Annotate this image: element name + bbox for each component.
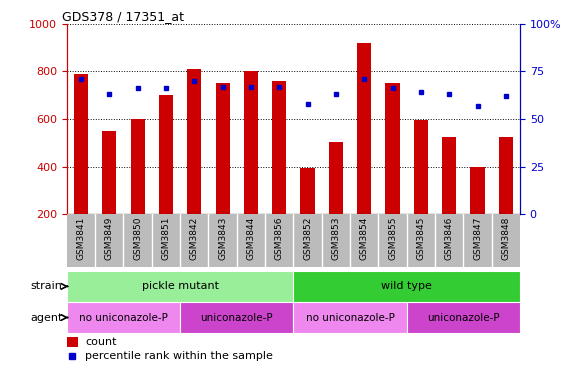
Bar <box>414 120 428 214</box>
Bar <box>67 302 180 333</box>
Bar <box>102 131 116 214</box>
Text: GSM3852: GSM3852 <box>303 217 312 260</box>
Bar <box>67 337 78 347</box>
Text: GSM3853: GSM3853 <box>331 217 340 260</box>
Text: strain: strain <box>30 281 62 291</box>
Text: count: count <box>85 337 116 347</box>
Text: GSM3847: GSM3847 <box>473 217 482 260</box>
Text: GSM3849: GSM3849 <box>105 217 114 260</box>
Bar <box>159 95 173 214</box>
Text: GSM3846: GSM3846 <box>444 217 454 260</box>
Text: uniconazole-P: uniconazole-P <box>427 313 500 322</box>
Text: agent: agent <box>30 313 62 322</box>
Bar <box>407 302 520 333</box>
Bar <box>471 167 485 214</box>
Text: GSM3854: GSM3854 <box>360 217 369 260</box>
Bar <box>442 137 456 214</box>
Text: GSM3841: GSM3841 <box>77 217 85 260</box>
Bar <box>357 43 371 214</box>
Bar <box>293 271 520 302</box>
Bar <box>300 168 315 214</box>
Text: GSM3844: GSM3844 <box>246 217 256 260</box>
Bar <box>216 83 229 214</box>
Text: GSM3843: GSM3843 <box>218 217 227 260</box>
Text: pickle mutant: pickle mutant <box>142 281 218 291</box>
Bar <box>180 302 293 333</box>
Text: uniconazole-P: uniconazole-P <box>200 313 273 322</box>
Bar <box>244 71 258 214</box>
Text: GSM3848: GSM3848 <box>501 217 510 260</box>
Bar <box>498 137 513 214</box>
Bar <box>187 69 202 214</box>
Text: GSM3855: GSM3855 <box>388 217 397 260</box>
Text: GSM3845: GSM3845 <box>417 217 425 260</box>
Bar <box>329 142 343 214</box>
Bar <box>385 83 400 214</box>
Text: GSM3856: GSM3856 <box>275 217 284 260</box>
Bar <box>131 119 145 214</box>
Text: GDS378 / 17351_at: GDS378 / 17351_at <box>62 10 184 23</box>
Text: GSM3850: GSM3850 <box>133 217 142 260</box>
Text: no uniconazole-P: no uniconazole-P <box>79 313 168 322</box>
Text: no uniconazole-P: no uniconazole-P <box>306 313 394 322</box>
Text: GSM3851: GSM3851 <box>162 217 170 260</box>
Text: GSM3842: GSM3842 <box>190 217 199 260</box>
Bar <box>74 74 88 214</box>
Text: wild type: wild type <box>381 281 432 291</box>
Bar <box>293 302 407 333</box>
Bar <box>272 81 286 214</box>
Text: percentile rank within the sample: percentile rank within the sample <box>85 351 273 361</box>
Bar <box>67 271 293 302</box>
